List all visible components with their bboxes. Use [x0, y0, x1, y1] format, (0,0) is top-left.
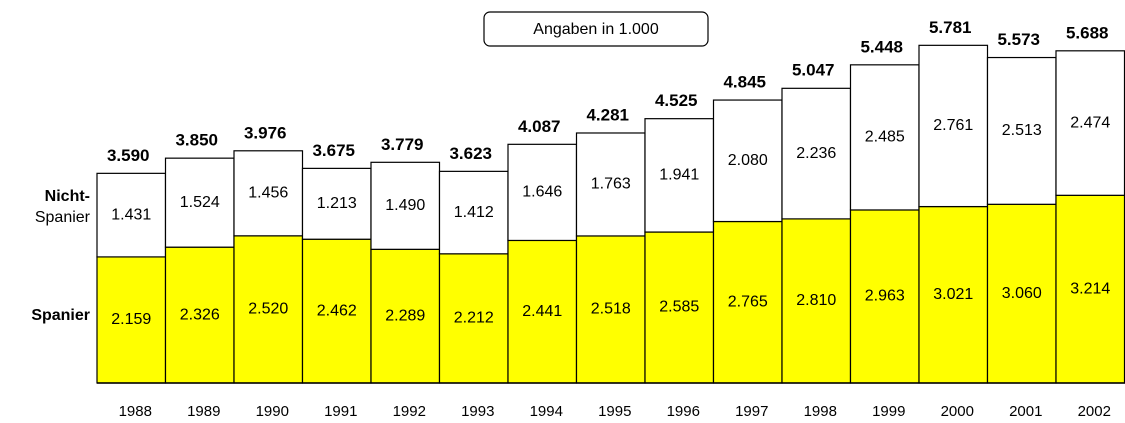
note: Angaben in 1.000 — [533, 21, 659, 38]
value-label: 1.763 — [591, 176, 631, 193]
value-label: 2.462 — [317, 302, 357, 319]
value-label: 3.021 — [933, 286, 973, 303]
bar-segment — [370, 161, 441, 250]
bar-segment — [918, 205, 989, 384]
total-label: 3.976 — [244, 123, 287, 142]
bar-segment — [96, 256, 167, 384]
bar-segment — [1055, 194, 1125, 384]
value-label: 2.520 — [248, 301, 288, 318]
total-label: 3.779 — [381, 135, 424, 154]
legend-label: Spanier — [31, 307, 90, 324]
legend-label: Nicht-Spanier — [35, 188, 91, 226]
total-label: 5.573 — [997, 30, 1040, 49]
value-label: 1.941 — [659, 167, 699, 184]
value-label: 1.456 — [248, 185, 288, 202]
total-label: 3.623 — [449, 144, 492, 163]
value-label: 2.289 — [385, 307, 425, 324]
bar-segment — [644, 231, 715, 384]
value-label: 1.646 — [522, 184, 562, 201]
bar-segment — [712, 220, 783, 384]
value-label: 2.326 — [180, 306, 220, 323]
value-label: 2.761 — [933, 117, 973, 134]
bar-segment — [301, 238, 372, 384]
x-tick-label: 1991 — [324, 403, 357, 420]
value-label: 1.431 — [111, 206, 151, 223]
value-label: 2.441 — [522, 303, 562, 320]
bar-segment — [575, 235, 646, 384]
bar-segment — [164, 157, 235, 248]
total-label: 5.047 — [792, 61, 835, 80]
total-label: 4.087 — [518, 117, 561, 136]
bar-segment — [438, 170, 509, 255]
total-label: 4.281 — [586, 105, 629, 124]
x-tick-label: 2000 — [941, 403, 974, 420]
bar-segment — [301, 167, 372, 240]
total-label: 4.845 — [723, 73, 766, 92]
bar-segment — [507, 239, 578, 384]
x-tick-label: 1995 — [598, 403, 631, 420]
value-label: 1.213 — [317, 195, 357, 212]
bar-segment — [1055, 50, 1125, 196]
total-label: 5.781 — [929, 18, 972, 37]
value-label: 2.474 — [1070, 114, 1110, 131]
total-label: 3.850 — [175, 131, 218, 150]
note-box — [483, 11, 709, 47]
x-tick-label: 1992 — [393, 403, 426, 420]
x-tick-label: 1997 — [735, 403, 768, 420]
value-label: 2.765 — [728, 293, 768, 310]
value-label: 1.412 — [454, 204, 494, 221]
x-tick-label: 1994 — [530, 403, 563, 420]
value-label: 1.490 — [385, 197, 425, 214]
value-label: 2.963 — [865, 288, 905, 305]
bar-segment — [164, 246, 235, 384]
total-label: 3.675 — [312, 141, 355, 160]
value-label: 3.214 — [1070, 280, 1110, 297]
total-label: 3.590 — [107, 146, 150, 165]
bar-segment — [849, 209, 920, 384]
value-label: 2.485 — [865, 129, 905, 146]
total-label: 5.688 — [1066, 23, 1109, 42]
value-label: 1.524 — [180, 194, 220, 211]
bar-segment — [849, 64, 920, 211]
value-label: 3.060 — [1002, 285, 1042, 302]
bar-segment — [233, 150, 304, 237]
x-tick-label: 1989 — [187, 403, 220, 420]
value-label: 2.159 — [111, 311, 151, 328]
bar-segment — [96, 172, 167, 258]
bar-segment — [781, 87, 852, 220]
bar-segment — [644, 118, 715, 233]
bar-segment — [918, 44, 989, 208]
x-tick-label: 2001 — [1009, 403, 1042, 420]
bar-segment — [370, 248, 441, 384]
bar-segment — [507, 143, 578, 242]
x-tick-label: 1998 — [804, 403, 837, 420]
value-label: 2.585 — [659, 299, 699, 316]
bar-segment — [575, 132, 646, 237]
value-label: 2.212 — [454, 310, 494, 327]
x-tick-label: 1999 — [872, 403, 905, 420]
value-label: 2.080 — [728, 152, 768, 169]
total-label: 5.448 — [860, 37, 903, 56]
x-tick-label: 1993 — [461, 403, 494, 420]
value-label: 2.810 — [796, 292, 836, 309]
x-tick-label: 1988 — [119, 403, 152, 420]
x-tick-label: 2002 — [1078, 403, 1111, 420]
value-label: 2.236 — [796, 145, 836, 162]
value-label: 2.513 — [1002, 122, 1042, 139]
total-label: 4.525 — [655, 91, 698, 110]
x-tick-label: 1996 — [667, 403, 700, 420]
x-tick-label: 1990 — [256, 403, 289, 420]
bar-segment — [712, 99, 783, 223]
value-label: 2.518 — [591, 301, 631, 318]
